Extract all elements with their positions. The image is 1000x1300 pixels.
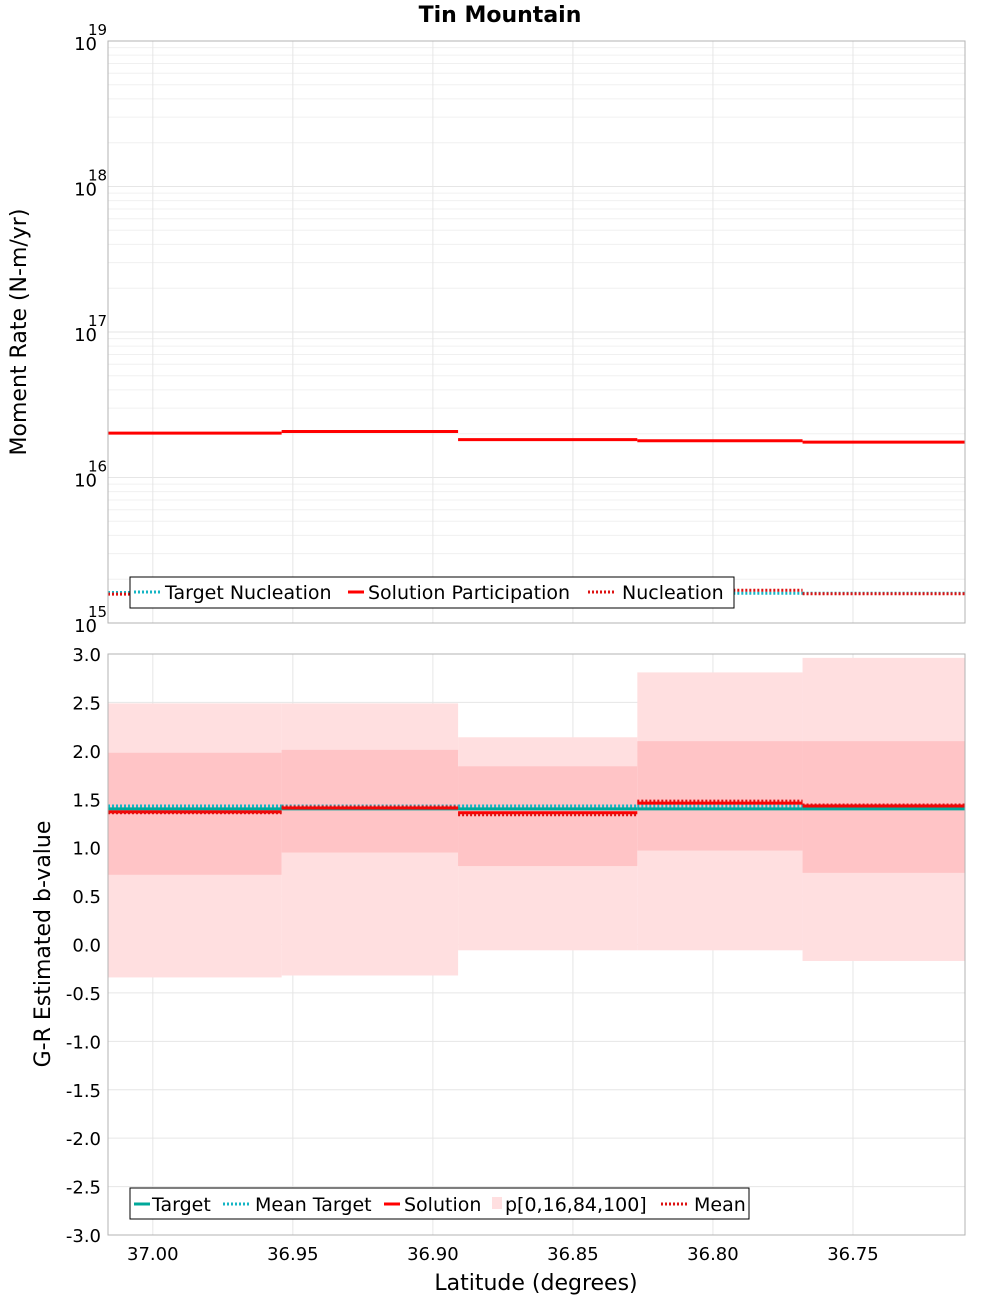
moment-y-tick-exponent: 17 [88, 312, 107, 330]
x-tick-label: 36.80 [687, 1244, 739, 1265]
b-value-y-tick-label: -2.5 [66, 1178, 101, 1199]
moment-y-tick-exponent: 18 [88, 167, 107, 185]
moment-legend-label: Nucleation [622, 582, 724, 604]
percentile-band-inner [108, 752, 282, 875]
chart-title: Tin Mountain [419, 3, 582, 28]
b-value-y-tick-label: 2.5 [72, 693, 101, 714]
b-value-panel: 3.0 2.5 2.0 1.5 1.0 0.5 0.0 -0.5 -1.0 -1.5 -2.0 -2.… [31, 645, 966, 1296]
b-value-series [108, 799, 965, 817]
b-value-legend-label: Mean Target [255, 1194, 372, 1216]
b-value-y-tick-label: 0.5 [72, 887, 101, 908]
moment-y-tick-base: 10 [74, 34, 97, 55]
b-value-plot-frame [107, 653, 966, 1236]
b-value-y-tick-label: 0.0 [72, 936, 101, 957]
x-tick-label: 36.85 [547, 1244, 599, 1265]
moment-y-tick-base: 10 [74, 325, 97, 346]
percentile-band-inner [281, 749, 459, 853]
b-value-y-label: G-R Estimated b-value [31, 821, 56, 1068]
b-value-y-tick-label: 2.0 [72, 742, 101, 763]
b-value-legend-label: Mean [694, 1194, 746, 1216]
moment-y-tick-exponent: 19 [88, 21, 107, 39]
b-value-y-tick-label: 1.0 [72, 839, 101, 860]
moment-y-tick-exponent: 16 [88, 458, 107, 476]
x-ticks: 37.00 36.95 36.90 36.85 36.80 36.75 [127, 1244, 879, 1265]
percentile-band-inner [637, 741, 803, 851]
x-tick-label: 36.90 [407, 1244, 459, 1265]
x-tick-label: 37.00 [127, 1244, 179, 1265]
b-value-y-tick-label: -1.5 [66, 1081, 101, 1102]
moment-legend-label: Target Nucleation [164, 582, 332, 604]
b-value-bands [108, 657, 965, 978]
b-value-legend-label: p[0,16,84,100] [505, 1194, 647, 1216]
b-value-legend-swatch [492, 1197, 502, 1209]
b-value-y-ticks: 3.0 2.5 2.0 1.5 1.0 0.5 0.0 -0.5 -1.0 -1.5 -2.0 -2.… [66, 645, 101, 1247]
moment-y-tick-base: 10 [74, 180, 97, 201]
b-value-y-tick-label: -1.0 [66, 1032, 101, 1053]
b-value-y-tick-label: -3.0 [66, 1226, 101, 1247]
x-tick-label: 36.75 [827, 1244, 879, 1265]
moment-y-tick-exponent: 15 [88, 603, 107, 621]
moment-y-tick-base: 10 [74, 616, 97, 637]
b-value-y-tick-label: 1.5 [72, 790, 101, 811]
moment-legend: Target Nucleation Solution Participation N… [129, 576, 735, 609]
b-value-legend: Target Mean Target Solution p[0,16,84,100] M… [129, 1187, 750, 1220]
b-value-legend-box [129, 1187, 750, 1220]
x-axis-label: Latitude (degrees) [434, 1271, 637, 1296]
b-value-legend-label: Target [151, 1194, 211, 1216]
moment-legend-label: Solution Participation [368, 582, 570, 604]
b-value-legend-label: Solution [404, 1194, 481, 1216]
b-value-y-tick-label: 3.0 [72, 645, 101, 666]
b-value-y-tick-label: -2.0 [66, 1129, 101, 1150]
moment-y-label: Moment Rate (N-m/yr) [7, 209, 32, 456]
moment-legend-box [129, 576, 735, 609]
moment-y-tick-base: 10 [74, 471, 97, 492]
x-tick-label: 36.95 [267, 1244, 319, 1265]
b-value-y-tick-label: -0.5 [66, 984, 101, 1005]
moment-plot-frame [107, 40, 966, 624]
